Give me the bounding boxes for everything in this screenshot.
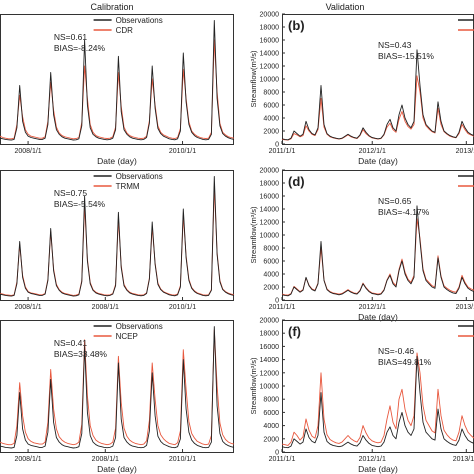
chart-2-panel-label: (b): [288, 18, 305, 33]
chart-4-series-1-line: [281, 205, 474, 297]
chart-5-xtick-label-2: 2010/1/1: [169, 456, 196, 463]
chart-6-ytick-label-8: 16000: [260, 344, 280, 351]
chart-2-ytick-label-5: 10000: [260, 77, 280, 84]
chart-4-ytick-label-4: 8000: [263, 246, 279, 253]
chart-4-ytick-label-2: 4000: [263, 272, 279, 279]
chart-4-ytick-label-0: 0: [275, 298, 279, 305]
chart-1-xtick-label-0: 2008/1/1: [14, 148, 41, 155]
chart-6-ytick-label-4: 8000: [263, 397, 279, 404]
chart-4-stat-2: BIAS=-4.17%: [378, 207, 430, 217]
chart-6-ytick-label-6: 12000: [260, 370, 280, 377]
chart-5-xtick-label-1: 2008/1/1: [92, 456, 119, 463]
chart-4-ytick-label-3: 6000: [263, 259, 279, 266]
chart-6-xtick-label-2: 2013/1/1: [453, 456, 474, 463]
chart-4-xtick-label-2: 2013/1: [456, 304, 474, 311]
chart-4-series-2-line: [281, 218, 474, 296]
chart-2-ytick-label-3: 6000: [263, 103, 279, 110]
chart-2-stat-2: BIAS=-15.51%: [378, 51, 434, 61]
chart-2-stat-1: NS=0.43: [378, 40, 412, 50]
chart-2-ytick-label-6: 12000: [260, 64, 280, 71]
chart-2-frame: [282, 14, 474, 145]
chart-3-stat-2: BIAS=-5.54%: [54, 199, 106, 209]
chart-6-ytick-label-2: 4000: [263, 423, 279, 430]
chart-6-stat-1: NS=-0.46: [378, 346, 414, 356]
chart-1-frame: [0, 14, 234, 145]
chart-6-series-2-line: [281, 352, 474, 446]
chart-5-legend-label-1: Observations: [116, 322, 163, 331]
chart-5-series-1-line: [0, 326, 235, 449]
chart-1-xtick-label-1: 2010/1/1: [169, 148, 196, 155]
chart-6-ytick-label-5: 10000: [260, 384, 280, 391]
chart-3-xtick-label-2: 2010/1/1: [169, 304, 196, 311]
chart-3-series-1-line: [0, 176, 235, 297]
chart-4-ytick-label-5: 10000: [260, 233, 280, 240]
chart-1-stat-2: BIAS=-8.24%: [54, 43, 106, 53]
chart-2-xtick-label-2: 2013/1: [456, 148, 474, 155]
chart-4-ytick-label-9: 18000: [260, 181, 280, 188]
chart-5-stat-1: NS=0.41: [54, 338, 88, 348]
chart-5-xlabel: Date (day): [97, 464, 137, 474]
validation-header: Validation: [326, 2, 365, 12]
chart-6-panel-label: (f): [288, 324, 301, 339]
chart-3-xtick-label-0: 2008/1/1: [14, 304, 41, 311]
chart-2-series-2-line: [281, 75, 474, 141]
chart-4-xtick-label-1: 2012/1/1: [359, 304, 386, 311]
chart-3-legend-label-2: TRMM: [116, 182, 140, 191]
chart-2-ytick-label-4: 8000: [263, 90, 279, 97]
chart-2-xtick-label-0: 2011/1/1: [269, 148, 296, 155]
chart-2-ytick-label-0: 0: [275, 142, 279, 149]
chart-6-ytick-label-9: 18000: [260, 331, 280, 338]
chart-2-ytick-label-8: 16000: [260, 38, 280, 45]
chart-2-ylabel: Streamflow(m³/s): [249, 50, 258, 108]
chart-3-stat-1: NS=0.75: [54, 188, 88, 198]
chart-6-ytick-label-3: 6000: [263, 410, 279, 417]
chart-6-stat-2: BIAS=49.81%: [378, 357, 432, 367]
chart-1-stat-1: NS=0.61: [54, 32, 88, 42]
chart-4-panel-label: (d): [288, 174, 305, 189]
chart-5-stat-2: BIAS=33.48%: [54, 349, 108, 359]
chart-6-ytick-label-7: 14000: [260, 357, 280, 364]
chart-1-series-1-line: [0, 20, 235, 141]
chart-1-xlabel: Date (day): [97, 156, 137, 166]
chart-2-ytick-label-2: 4000: [263, 116, 279, 123]
chart-4-ytick-label-7: 14000: [260, 207, 280, 214]
chart-6-ylabel: Streamflow(m³/s): [249, 357, 258, 415]
chart-1-legend-label-1: Observations: [116, 16, 163, 25]
chart-2-ytick-label-7: 14000: [260, 51, 280, 58]
chart-4-ytick-label-8: 16000: [260, 194, 280, 201]
calibration-header: Calibration: [90, 2, 133, 12]
chart-3-frame: [0, 170, 234, 301]
chart-6-series-1-line: [281, 355, 474, 449]
chart-1-legend-label-2: CDR: [116, 26, 134, 35]
chart-5-xtick-label-0: 2008/1/1: [14, 456, 41, 463]
chart-6-xtick-label-0: 2011/1/1: [269, 456, 296, 463]
chart-5-frame: [0, 320, 234, 453]
chart-2-ytick-label-1: 2000: [263, 129, 279, 136]
chart-4-ytick-label-10: 20000: [260, 168, 280, 175]
chart-4-ytick-label-6: 12000: [260, 220, 280, 227]
chart-2-xtick-label-1: 2012/1/1: [359, 148, 386, 155]
chart-3-legend-label-1: Observations: [116, 172, 163, 181]
chart-6-ytick-label-10: 20000: [260, 318, 280, 325]
chart-4-xtick-label-0: 2011/1/1: [269, 304, 296, 311]
chart-5-series-2-line: [0, 329, 235, 446]
chart-6-frame: [282, 320, 474, 453]
chart-6-ytick-label-1: 2000: [263, 436, 279, 443]
chart-2-ytick-label-10: 20000: [260, 12, 280, 19]
chart-4-ylabel: Streamflow(m³/s): [249, 206, 258, 264]
chart-2-ytick-label-9: 18000: [260, 25, 280, 32]
chart-5-legend-label-2: NCEP: [116, 332, 138, 341]
chart-4-ytick-label-1: 2000: [263, 285, 279, 292]
chart-2-series-1-line: [281, 49, 474, 141]
chart-6-ytick-label-0: 0: [275, 450, 279, 457]
chart-2-xlabel: Date (day): [358, 156, 398, 166]
chart-4-stat-1: NS=0.65: [378, 196, 412, 206]
chart-6-xlabel: Date (day): [358, 464, 398, 474]
chart-3-xtick-label-1: 2008/1/1: [92, 304, 119, 311]
chart-4-xlabel: Date (day): [358, 312, 398, 322]
chart-4-frame: [282, 170, 474, 301]
chart-6-xtick-label-1: 2012/1/1: [359, 456, 386, 463]
